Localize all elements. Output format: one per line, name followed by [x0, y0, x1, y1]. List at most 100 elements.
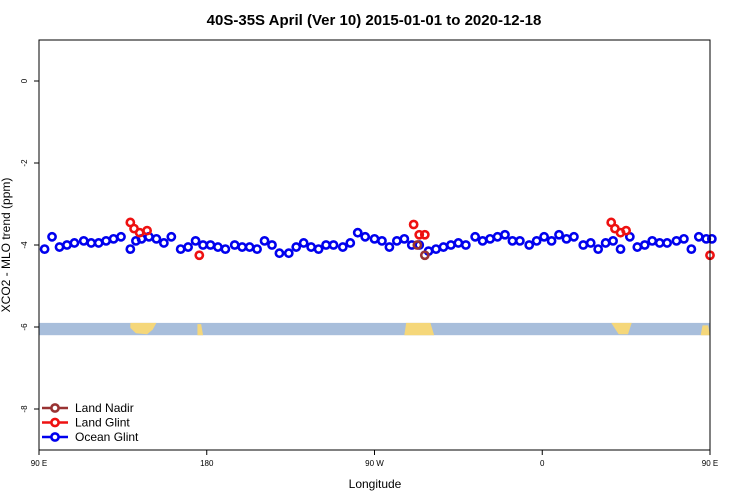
data-point [431, 244, 441, 254]
data-point [101, 235, 111, 246]
legend-label: Ocean Glint [75, 430, 139, 444]
legend-item: Land Nadir [42, 401, 134, 415]
x-tick-label: 90 E [31, 459, 47, 468]
data-point [298, 238, 309, 248]
data-point [345, 238, 356, 248]
data-point [477, 235, 488, 246]
data-point [116, 231, 126, 242]
data-point [561, 233, 572, 244]
data-point [274, 248, 285, 259]
data-point [213, 242, 223, 252]
data-point [194, 250, 205, 261]
legend-item: Ocean Glint [42, 430, 139, 444]
data-point [578, 240, 589, 250]
data-point [198, 240, 208, 250]
data-point [470, 231, 481, 242]
data-point [337, 242, 348, 252]
data-point [229, 240, 240, 250]
data-point [507, 235, 518, 246]
data-point [78, 235, 89, 246]
data-point [175, 244, 186, 254]
data-point [54, 242, 65, 252]
data-point [647, 235, 658, 246]
data-point [69, 238, 80, 248]
data-point [414, 229, 425, 240]
data-point [384, 242, 395, 252]
data-point [615, 244, 626, 254]
data-point [492, 231, 503, 242]
data-point [377, 235, 387, 246]
data-point [524, 240, 535, 250]
data-point [600, 238, 611, 248]
data-point [360, 231, 371, 242]
data-point [593, 244, 604, 254]
y-tick-label: 0 [20, 78, 29, 83]
data-point [419, 229, 430, 240]
data-point [62, 240, 72, 250]
x-axis-ticks: 90 E 180 90 W 0 90 E [31, 450, 718, 468]
land-patch-new-zealand [197, 324, 204, 336]
y-axis-ticks: 0 -2 -4 -6 -8 [20, 78, 39, 413]
data-point [205, 240, 216, 250]
data-point [686, 244, 697, 254]
land-patch-australia [130, 322, 157, 335]
data-point [608, 235, 618, 246]
data-point [706, 233, 717, 244]
data-point [283, 248, 294, 259]
data-point [291, 242, 302, 252]
data-point [220, 244, 231, 254]
data-point [125, 244, 136, 254]
y-tick-label: -4 [20, 241, 29, 249]
data-point [546, 235, 557, 246]
data-point [500, 229, 510, 240]
data-point [321, 240, 331, 250]
data-point [693, 231, 704, 242]
data-point [313, 244, 324, 254]
legend-marker [50, 432, 60, 442]
x-tick-label: 90 W [365, 459, 384, 468]
data-point [419, 250, 430, 261]
data-point [554, 229, 564, 240]
data-point [151, 233, 162, 244]
data-point [158, 238, 169, 248]
data-point [134, 227, 145, 238]
map-band [39, 322, 710, 336]
land-patch-australia-2 [611, 322, 632, 335]
data-point [621, 225, 632, 236]
data-point [662, 238, 673, 248]
legend-label: Land Nadir [75, 401, 134, 415]
data-point [453, 238, 464, 248]
data-point [93, 238, 104, 248]
data-point [252, 244, 262, 254]
data-point [47, 231, 57, 242]
data-point [183, 242, 194, 252]
data-point [399, 233, 410, 244]
data-point [569, 231, 579, 242]
legend-marker [50, 403, 60, 413]
y-axis-label: XCO2 - MLO trend (ppm) [0, 178, 13, 313]
data-point [267, 240, 277, 250]
data-point [460, 240, 471, 250]
plot-frame [38, 39, 711, 451]
y-tick-label: -6 [20, 323, 29, 331]
data-point [438, 242, 449, 252]
data-point [306, 242, 317, 252]
data-point [352, 227, 363, 238]
data-point [166, 231, 177, 242]
land-patch-new-zealand-2 [700, 325, 710, 336]
y-tick-label: -8 [20, 405, 29, 413]
data-point [654, 238, 665, 248]
data-point [539, 231, 550, 242]
data-point [531, 235, 542, 246]
data-point [671, 235, 682, 246]
legend-marker [50, 417, 60, 428]
x-axis-label: Longitude [349, 477, 402, 491]
ocean-strip [39, 322, 710, 336]
data-point [632, 242, 643, 252]
x-tick-label: 0 [540, 459, 545, 468]
data-point [585, 238, 596, 248]
data-point [391, 235, 402, 246]
data-point [485, 233, 495, 244]
